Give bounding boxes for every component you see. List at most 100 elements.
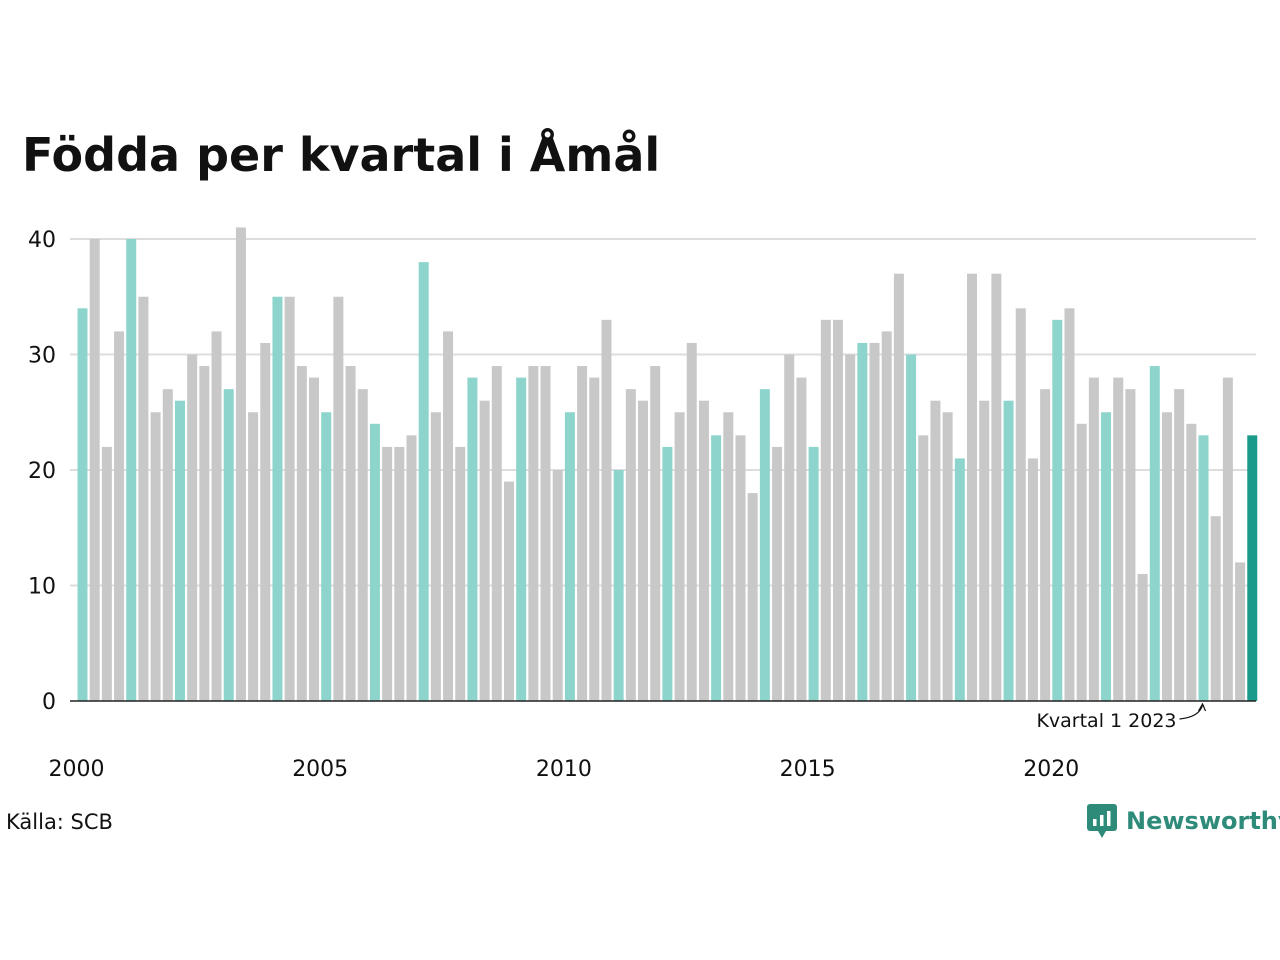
bar: [540, 366, 551, 701]
bar: [820, 319, 831, 701]
bar: [954, 458, 965, 701]
bar: [857, 342, 868, 701]
y-tick-label: 0: [42, 690, 56, 715]
bar: [1210, 516, 1221, 701]
bar: [735, 435, 746, 701]
bar: [309, 377, 320, 701]
bar: [491, 366, 502, 701]
x-tick-label: 2000: [49, 757, 105, 782]
bar: [321, 412, 332, 701]
bar: [443, 331, 454, 701]
bar: [772, 446, 783, 701]
bar: [345, 366, 356, 701]
bar: [528, 366, 539, 701]
bar: [77, 308, 88, 701]
y-tick-label: 10: [28, 575, 56, 600]
bar: [272, 296, 283, 701]
chart-title: Födda per kvartal i Åmål: [22, 128, 661, 182]
bar: [126, 239, 137, 701]
bar: [1149, 366, 1160, 701]
bar: [235, 227, 246, 701]
source-label: Källa: SCB: [6, 810, 113, 834]
bar: [784, 354, 795, 701]
y-tick-label: 30: [28, 344, 56, 369]
bar: [1137, 573, 1148, 701]
bar: [1040, 389, 1051, 701]
bar: [418, 262, 429, 701]
bar: [796, 377, 807, 701]
bar: [394, 446, 405, 701]
bar: [869, 342, 880, 701]
x-tick-label: 2005: [292, 757, 348, 782]
brand-name: Newsworthy: [1126, 807, 1280, 835]
bar: [430, 412, 441, 701]
bar: [577, 366, 588, 701]
x-tick-label: 2010: [536, 757, 592, 782]
bar: [808, 446, 819, 701]
annotation-arrow: [1179, 704, 1204, 720]
bar: [1186, 423, 1197, 701]
bar: [918, 435, 929, 701]
bar: [991, 273, 1002, 701]
bar: [1003, 400, 1014, 701]
bar: [479, 400, 490, 701]
bar: [893, 273, 904, 701]
bar: [162, 389, 173, 701]
x-axis: 2000 2005 2010 2015 2020: [49, 700, 1256, 782]
bar: [296, 366, 307, 701]
bar: [662, 446, 673, 701]
bar: [284, 296, 295, 701]
bar: [406, 435, 417, 701]
bar: [711, 435, 722, 701]
bar: [382, 446, 393, 701]
bar: [1015, 308, 1026, 701]
bar: [613, 470, 624, 701]
bar: [333, 296, 344, 701]
bar: [1247, 435, 1258, 701]
bar: [979, 400, 990, 701]
bar: [223, 389, 234, 701]
bar: [674, 412, 685, 701]
bar: [881, 331, 892, 701]
bar: [1235, 562, 1246, 701]
bar: [89, 239, 100, 701]
bar: [248, 412, 259, 701]
bar: [1113, 377, 1124, 701]
x-tick-label: 2015: [780, 757, 836, 782]
bar: [211, 331, 222, 701]
bar: [686, 342, 697, 701]
bar: [467, 377, 478, 701]
bar: [625, 389, 636, 701]
bars: [77, 227, 1258, 701]
bar: [1076, 423, 1087, 701]
bar: [187, 354, 198, 701]
y-axis-labels: 0 10 20 30 40: [28, 228, 56, 715]
bar: [650, 366, 661, 701]
bar: [845, 354, 856, 701]
bar: [516, 377, 527, 701]
bar: [357, 389, 368, 701]
bar: [723, 412, 734, 701]
bar: [1101, 412, 1112, 701]
bar: [832, 319, 843, 701]
annotation-arrowhead: [1197, 702, 1207, 712]
bar: [638, 400, 649, 701]
x-tick-label: 2020: [1023, 757, 1079, 782]
bar: [747, 493, 758, 701]
y-tick-label: 40: [28, 228, 56, 253]
bar: [1088, 377, 1099, 701]
bar: [942, 412, 953, 701]
bar: [906, 354, 917, 701]
bar: [564, 412, 575, 701]
bar: [1174, 389, 1185, 701]
bar: [174, 400, 185, 701]
chart-bubble-icon: [1087, 804, 1117, 838]
bar: [1064, 308, 1075, 701]
bar: [930, 400, 941, 701]
bar: [1052, 319, 1063, 701]
bar: [138, 296, 149, 701]
bar: [114, 331, 125, 701]
bar: [1125, 389, 1136, 701]
bar: [967, 273, 977, 701]
